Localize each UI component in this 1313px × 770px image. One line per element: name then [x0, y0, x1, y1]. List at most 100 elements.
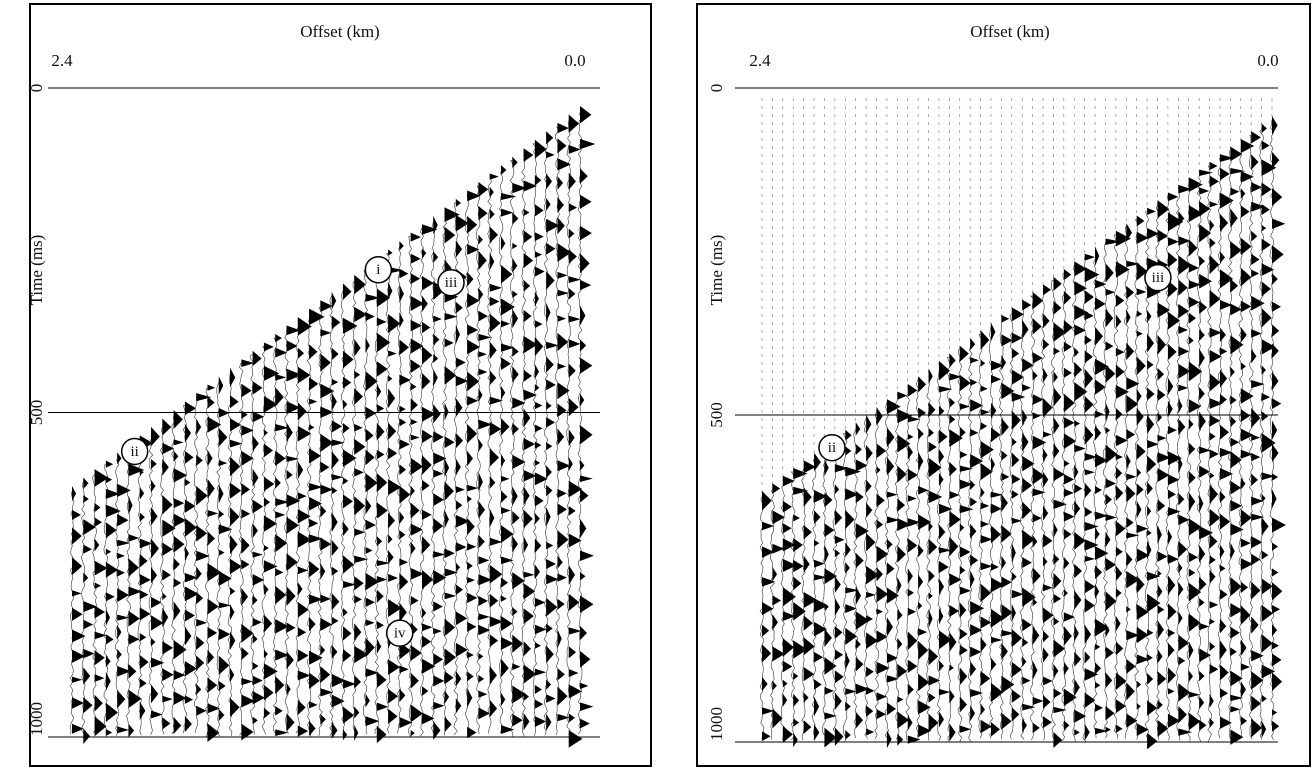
wiggle-lobe — [824, 459, 829, 477]
wiggle-lobe — [557, 122, 569, 134]
wiggle-lobe — [365, 597, 375, 608]
wiggle-lobe — [782, 693, 788, 707]
wiggle-lobe — [793, 468, 808, 480]
wiggle-lobe — [793, 640, 808, 659]
wiggle-lobe — [1105, 308, 1114, 328]
wiggle-lobe — [128, 689, 142, 709]
wiggle-lobe — [354, 496, 366, 516]
wiggle-lobe — [886, 702, 897, 716]
wiggle-lobe — [467, 395, 479, 406]
wiggle-lobe — [173, 439, 184, 446]
wiggle-lobe — [1219, 327, 1226, 343]
wiggle-lobe — [1157, 200, 1170, 219]
wiggle-lobe — [376, 422, 385, 441]
wiggle-lobe — [959, 628, 968, 640]
annotation-marker — [364, 255, 393, 284]
trace — [1238, 142, 1244, 740]
wiggle-lobe — [444, 618, 456, 637]
annotation-label: iv — [394, 626, 406, 642]
wiggle-lobe — [1188, 263, 1199, 273]
wiggle-lobe — [959, 451, 968, 459]
wiggle-lobe — [331, 420, 343, 433]
wiggle-lobe — [546, 558, 557, 569]
wiggle-lobe — [128, 633, 140, 645]
wiggle-lobe — [1261, 123, 1267, 134]
wiggle-lobe — [1022, 477, 1033, 494]
wiggle-lobe — [1011, 707, 1020, 722]
wiggle-lobe — [500, 658, 509, 678]
wiggle-lobe — [241, 677, 254, 686]
wiggle-lobe — [568, 593, 580, 612]
wiggle-lobe — [980, 719, 992, 734]
panel-frame — [29, 3, 652, 767]
wiggle-lobe — [1219, 467, 1234, 480]
wiggle-lobe — [803, 637, 815, 656]
wiggle-lobe — [580, 253, 590, 274]
wiggle-lobe — [173, 498, 185, 509]
wiggle-lobe — [580, 488, 589, 503]
wiggle-lobe — [990, 456, 995, 472]
wiggle-lobe — [309, 534, 323, 544]
wiggle-lobe — [117, 588, 130, 603]
wiggle-lobe — [1261, 140, 1270, 151]
wiggle-lobe — [534, 384, 540, 392]
wiggle-lobe — [557, 363, 567, 370]
wiggle-lobe — [928, 608, 933, 629]
wiggle-lobe — [1188, 613, 1201, 633]
wiggle-lobe — [855, 657, 864, 672]
wiggle-lobe — [320, 713, 326, 725]
wiggle-lobe — [399, 717, 413, 729]
wiggle-lobe — [1219, 716, 1232, 729]
wiggle-lobe — [1095, 358, 1109, 375]
wiggle-lobe — [523, 309, 532, 323]
wiggle-lobe — [1178, 325, 1188, 334]
wiggle-lobe — [546, 218, 560, 233]
wiggle-lobe — [1240, 205, 1250, 218]
wiggle-lobe — [1261, 281, 1271, 297]
wiggle-lobe — [980, 487, 985, 498]
wiggle-lobe — [207, 703, 221, 714]
trace — [205, 388, 210, 737]
wiggle-lobe — [467, 621, 477, 632]
wiggle-lobe — [173, 578, 182, 588]
wiggle-lobe — [467, 244, 480, 255]
wiggle-lobe — [1063, 612, 1075, 622]
wiggle-lobe — [938, 547, 952, 554]
wiggle-lobe — [331, 392, 337, 411]
wiggle-lobe — [845, 627, 857, 645]
wiggle-lobe — [376, 575, 388, 584]
wiggle-lobe — [546, 302, 551, 323]
wiggle-lobe — [1115, 466, 1123, 480]
wiggle-lobe — [139, 512, 145, 522]
wiggle-lobe — [1209, 175, 1219, 188]
wiggle-lobe — [218, 510, 225, 519]
wiggle-lobe — [1063, 367, 1072, 378]
wiggle-lobe — [1011, 490, 1019, 499]
wiggle-lobe — [1126, 309, 1131, 326]
wiggle-lobe — [1167, 507, 1181, 517]
wiggle-lobe — [399, 374, 411, 386]
wiggle-lobe — [421, 429, 433, 444]
wiggle-lobe — [1251, 154, 1259, 170]
wiggle-lobe — [1136, 626, 1149, 644]
wiggle-lobe — [354, 274, 367, 295]
wiggle-lobe — [1001, 675, 1015, 694]
wiggle-lobe — [1272, 720, 1280, 732]
wiggle-lobe — [1199, 719, 1207, 731]
wiggle-lobe — [1219, 192, 1234, 209]
wiggle-lobe — [478, 624, 491, 636]
wiggle-lobe — [824, 712, 837, 720]
wiggle-lobe — [410, 457, 424, 475]
wiggle-lobe — [1084, 521, 1099, 531]
wiggle-lobe — [546, 623, 553, 634]
wiggle-lobe — [354, 306, 368, 323]
annotation-marker — [818, 433, 846, 462]
annotation-label: iii — [445, 275, 458, 291]
wiggle-lobe — [1188, 239, 1198, 257]
wiggle-lobe — [557, 243, 572, 262]
wiggle-lobe — [568, 668, 579, 677]
wiggle-lobe — [772, 483, 781, 494]
wiggle-lobe — [886, 516, 900, 524]
wiggle-lobe — [478, 287, 484, 302]
wiggle-lobe — [331, 315, 341, 330]
